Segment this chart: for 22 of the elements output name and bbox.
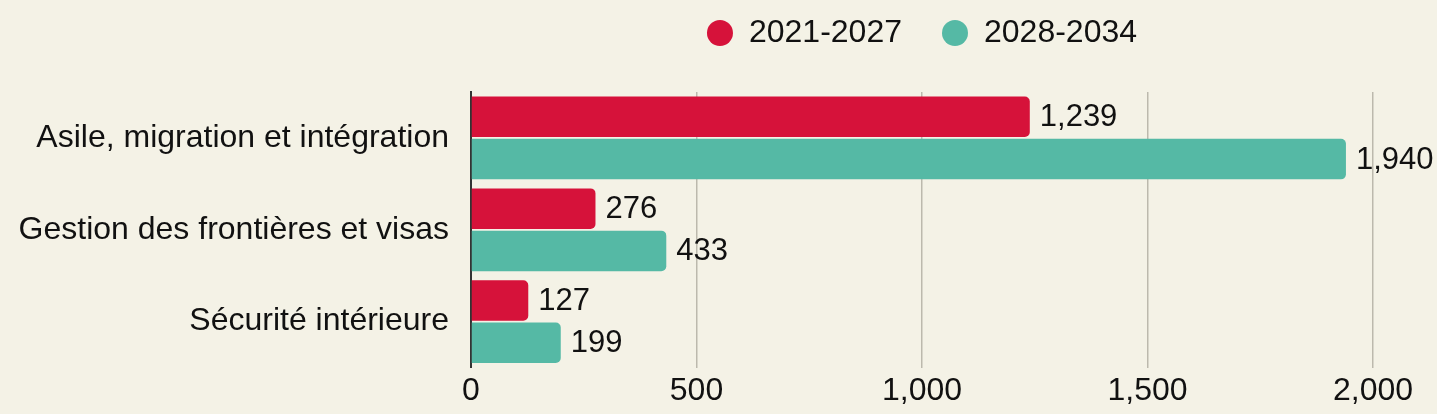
data-label: 276 [605, 190, 658, 226]
legend-label: 2021-2027 [748, 12, 902, 49]
bar [471, 138, 1346, 180]
y-tick-label: Sécurité intérieure [189, 301, 449, 338]
y-tick-label: Asile, migration et intégration [36, 117, 449, 154]
bar [471, 280, 529, 321]
x-tick-label: 2,000 [1332, 370, 1414, 407]
data-label: 433 [676, 232, 729, 268]
x-tick-label: 500 [669, 370, 724, 407]
x-tick-label: 1,000 [881, 370, 963, 407]
data-label: 127 [538, 282, 591, 318]
legend-label: 2028-2034 [984, 12, 1138, 49]
bar [471, 322, 561, 364]
data-label: 199 [570, 324, 623, 360]
bar [471, 96, 1030, 138]
data-label: 1,940 [1355, 140, 1434, 176]
x-tick-label: 0 [462, 370, 480, 407]
bar [471, 188, 596, 229]
bar [471, 230, 667, 272]
y-tick-label: Gestion des frontières et visas [18, 209, 449, 246]
data-label: 1,239 [1039, 98, 1118, 134]
x-tick-label: 1,500 [1107, 370, 1188, 407]
